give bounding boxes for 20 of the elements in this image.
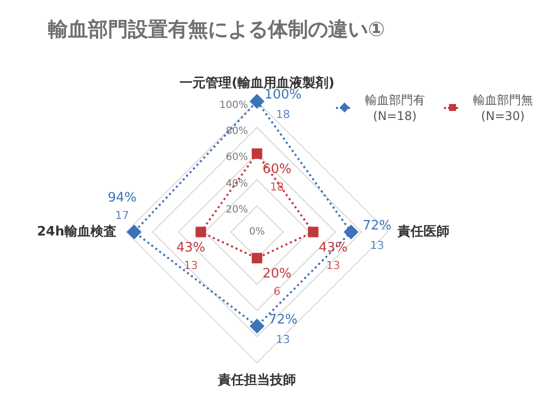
- spoke-label: 責任医師: [396, 224, 450, 240]
- y-tick-label: 80%: [226, 126, 248, 138]
- data-label: 94% 17: [108, 190, 137, 222]
- data-label: 20% 6: [262, 266, 292, 298]
- data-label: 72% 13: [268, 312, 298, 346]
- y-tick-label: 40%: [226, 178, 248, 190]
- spoke-label: 24h輸血検査: [36, 224, 116, 240]
- data-label: 60% 18: [262, 162, 292, 194]
- legend-label: 輸血部門有 (N=18): [364, 92, 426, 123]
- y-tick-label: 100%: [219, 100, 248, 111]
- spoke-label: 責任担当技師: [217, 372, 296, 388]
- legend-label: 輸血部門無 (N=30): [472, 92, 534, 123]
- data-label: 43% 13: [176, 240, 206, 272]
- data-label: 100% 18: [264, 88, 302, 122]
- data-label: 43% 13: [318, 240, 348, 272]
- data-label: 72% 13: [362, 218, 392, 252]
- y-tick-label: 0%: [249, 226, 265, 238]
- y-tick-label: 20%: [226, 204, 248, 216]
- chart-title: 輸血部門設置有無による体制の違い①: [47, 16, 386, 43]
- y-tick-label: 60%: [226, 152, 248, 164]
